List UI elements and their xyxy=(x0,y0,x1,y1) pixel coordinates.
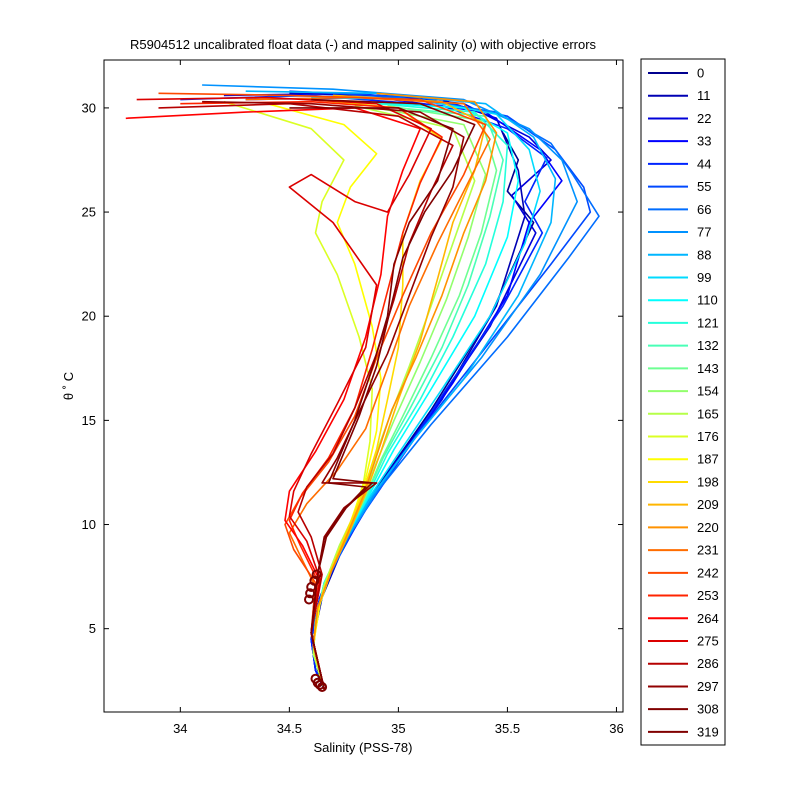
series-line-286 xyxy=(158,102,454,690)
legend-label-253: 253 xyxy=(697,588,719,603)
x-tick-label: 35 xyxy=(391,721,405,736)
legend: 0 11 22 33 44 55 66 77 88 99 110 121 132 143 154 165 176… xyxy=(648,66,719,739)
legend-label-209: 209 xyxy=(697,497,719,512)
legend-label-22: 22 xyxy=(697,111,711,126)
legend-label-319: 319 xyxy=(697,724,719,739)
legend-label-286: 286 xyxy=(697,656,719,671)
legend-label-66: 66 xyxy=(697,202,711,217)
legend-label-99: 99 xyxy=(697,270,711,285)
legend-label-198: 198 xyxy=(697,474,719,489)
legend-label-121: 121 xyxy=(697,315,719,330)
x-tick-label: 36 xyxy=(609,721,623,736)
legend-label-231: 231 xyxy=(697,543,719,558)
legend-box xyxy=(640,58,726,746)
series-line-275 xyxy=(136,96,432,690)
series-line-220 xyxy=(312,92,498,690)
y-tick-label: 30 xyxy=(82,100,96,115)
mapped-salinity-points xyxy=(304,569,328,692)
legend-label-264: 264 xyxy=(697,611,719,626)
mapped-point xyxy=(306,582,317,592)
y-tick-label: 15 xyxy=(82,413,96,428)
legend-label-297: 297 xyxy=(697,679,719,694)
y-axis-label: θ ˚ C xyxy=(61,372,76,400)
legend-label-110: 110 xyxy=(697,293,718,308)
legend-label-0: 0 xyxy=(697,66,704,81)
series-line-319 xyxy=(310,98,476,690)
mapped-point xyxy=(305,588,316,599)
chart-title: R5904512 uncalibrated float data (-) and… xyxy=(130,37,597,52)
legend-label-275: 275 xyxy=(697,634,719,649)
legend-label-132: 132 xyxy=(697,338,719,353)
mapped-point xyxy=(317,682,328,692)
legend-label-220: 220 xyxy=(697,520,719,535)
mapped-point xyxy=(314,679,325,690)
legend-label-176: 176 xyxy=(697,429,719,444)
x-tick-label: 34.5 xyxy=(277,721,302,736)
y-tick-label: 5 xyxy=(89,621,96,636)
legend-label-242: 242 xyxy=(697,565,719,580)
legend-label-55: 55 xyxy=(697,179,711,194)
legend-label-88: 88 xyxy=(697,247,711,262)
y-tick-label: 25 xyxy=(82,205,96,220)
legend-label-77: 77 xyxy=(697,225,711,240)
series-layer xyxy=(125,84,600,690)
x-tick-label: 34 xyxy=(173,721,187,736)
legend-label-154: 154 xyxy=(697,384,719,399)
legend-label-11: 11 xyxy=(697,88,711,103)
y-tick-label: 10 xyxy=(82,517,96,532)
legend-label-308: 308 xyxy=(697,702,719,717)
y-tick-label: 20 xyxy=(82,309,96,324)
legend-label-33: 33 xyxy=(697,134,711,149)
series-line-308 xyxy=(289,107,454,690)
legend-label-165: 165 xyxy=(697,406,719,421)
legend-label-44: 44 xyxy=(697,156,711,171)
axis-layer: 34 34.5 35 35.5 36 5 10 15 20 25 30 xyxy=(82,60,624,736)
legend-label-187: 187 xyxy=(697,452,719,467)
x-axis-label: Salinity (PSS-78) xyxy=(314,740,413,755)
mapped-point xyxy=(304,594,314,605)
x-tick-label: 35.5 xyxy=(495,721,520,736)
series-line-253 xyxy=(180,100,443,690)
legend-label-143: 143 xyxy=(697,361,719,376)
